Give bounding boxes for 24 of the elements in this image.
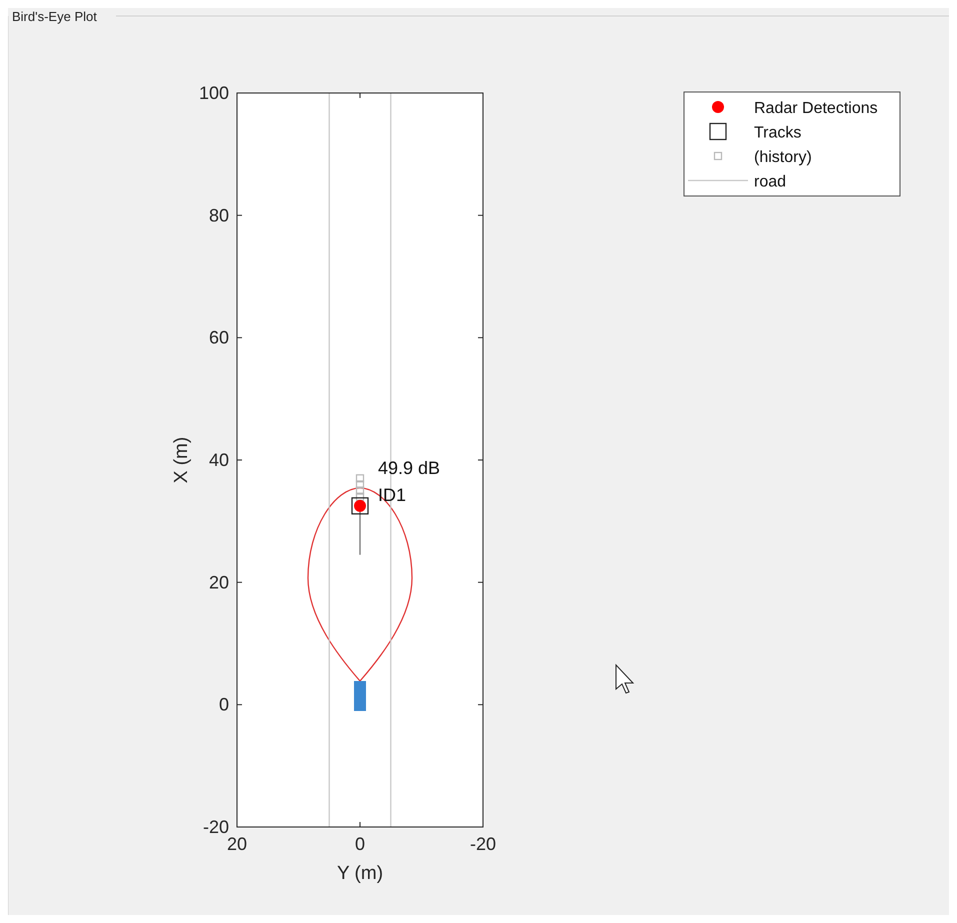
x-tick-label: 20	[226, 834, 248, 854]
y-axis-title: X (m)	[171, 436, 192, 484]
legend-label: road	[754, 174, 786, 190]
x-tick-label: 0	[354, 834, 366, 854]
x-tick-label: -20	[470, 834, 496, 854]
annotation: 49.9 dB	[378, 458, 440, 478]
legend-label: Tracks	[754, 124, 802, 142]
point	[351, 497, 369, 514]
y-tick-label: 80	[208, 205, 229, 226]
legend-label: (history)	[754, 149, 812, 166]
point	[356, 492, 364, 501]
y-tick-label: 100	[198, 83, 229, 103]
text: Bird's-Eye Plot	[12, 9, 98, 24]
y-tick-label: -20	[202, 817, 229, 837]
y-tick-label: 0	[218, 694, 229, 715]
y-tick-label: 20	[208, 572, 229, 592]
y-tick-label: 40	[208, 450, 229, 470]
x-axis-title: Y (m)	[336, 863, 384, 884]
annotation: ID1	[378, 484, 406, 505]
legend-label: Radar Detections	[754, 100, 878, 117]
y-tick-label: 60	[208, 328, 229, 348]
point	[356, 480, 364, 489]
point	[356, 486, 364, 495]
point	[356, 474, 364, 482]
